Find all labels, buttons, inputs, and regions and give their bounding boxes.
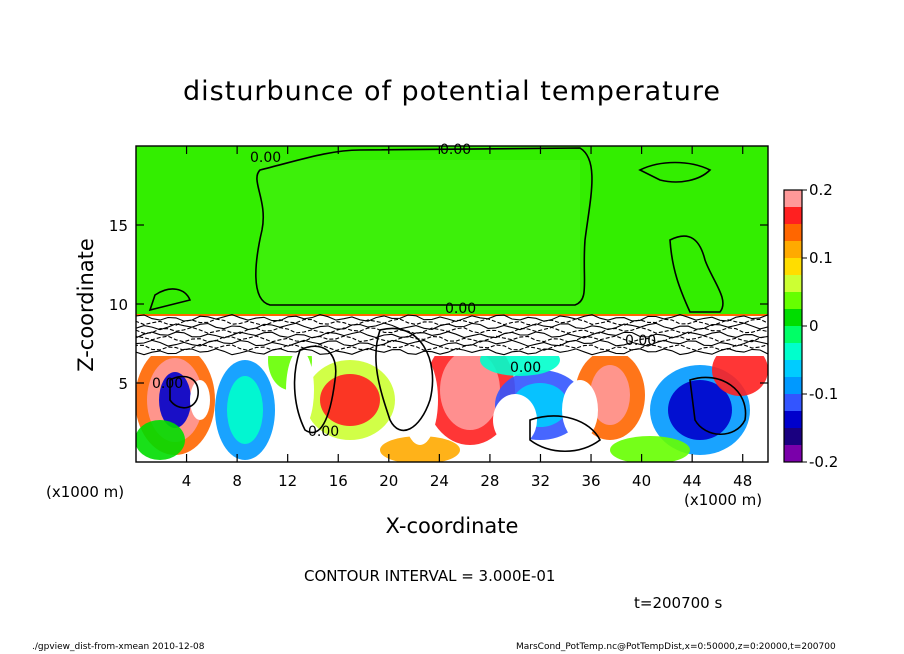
colorbar-tick-label: 0.2 (809, 181, 833, 199)
colorbar-tick-label: 0 (809, 317, 819, 335)
band-contour (136, 322, 768, 331)
contour-label: 0.00 (152, 376, 183, 392)
field-blob (668, 380, 732, 440)
colorbar-swatch (784, 309, 802, 327)
x-tick-label: 12 (278, 472, 297, 490)
y-tick-label: 10 (109, 296, 128, 314)
colorbar-swatch (784, 292, 802, 310)
colorbar-swatch (784, 360, 802, 378)
colorbar-tick-label: -0.1 (809, 385, 838, 403)
band-contour (136, 331, 768, 339)
colorbar: 0.2 0.1 0 -0.1 -0.2 (783, 181, 838, 471)
field-blob (610, 436, 690, 462)
contour-label: 0.00 (308, 424, 339, 440)
band-contour (136, 314, 768, 322)
colorbar-tick-label: -0.2 (809, 453, 838, 471)
x-tick-label: 44 (683, 472, 702, 490)
colorbar-swatch (784, 394, 802, 412)
colorbar-swatch (784, 190, 802, 208)
band-contour (136, 343, 768, 352)
chart-title: disturbunce of potential temperature (183, 76, 721, 107)
contour-line (293, 345, 337, 434)
band-contour (136, 339, 768, 347)
contour-lines (148, 147, 747, 452)
x-ticks: 4 8 12 16 20 24 28 32 36 40 44 48 (182, 146, 752, 490)
x-tick-label: 16 (329, 472, 348, 490)
field-blob (320, 374, 380, 426)
contour-label: 0.00 (625, 333, 656, 349)
dense-contour-band (136, 314, 768, 356)
x-tick-label: 20 (379, 472, 398, 490)
contour-label: 0.00 (440, 142, 471, 158)
colorbar-swatch (784, 258, 802, 276)
field-core (286, 350, 314, 430)
colorbar-swatch (784, 343, 802, 361)
contour-line (148, 288, 192, 312)
field-core (562, 380, 598, 440)
x-tick-label: 4 (182, 472, 192, 490)
field-blob (440, 350, 500, 430)
contour-line (375, 327, 434, 432)
field-blob (136, 420, 185, 460)
contour-line (669, 235, 724, 313)
field-blob (380, 436, 460, 462)
x-tick-label: 36 (581, 472, 600, 490)
colorbar-swatch (784, 224, 802, 242)
footer-left-text: ./gpview_dist-from-xmean 2010-12-08 (32, 642, 205, 652)
colorbar-swatch (784, 275, 802, 293)
y-tick-label: 15 (109, 217, 128, 235)
x-tick-label: 28 (480, 472, 499, 490)
x-tick-label: 40 (632, 472, 651, 490)
contour-line (689, 376, 747, 435)
colorbar-swatch (784, 207, 802, 225)
plot-area (136, 146, 768, 462)
z-unit-label: (x1000 m) (46, 483, 125, 501)
contour-label: 0.00 (445, 301, 476, 317)
x-axis-label: X-coordinate (385, 514, 519, 538)
band-contour (136, 347, 768, 356)
contour-label: 0.00 (250, 150, 281, 166)
y-tick-label: 5 (118, 375, 128, 393)
colorbar-swatch (784, 241, 802, 259)
contour-line (638, 161, 712, 183)
field-core (493, 394, 537, 446)
colorbar-swatch (784, 411, 802, 429)
field-blob (227, 376, 263, 444)
upper-field-lighter (260, 160, 580, 310)
footer-right-text: MarsCond_PotTemp.nc@PotTempDist,x=0:5000… (516, 642, 836, 652)
time-text: t=200700 s (634, 594, 723, 612)
colorbar-tick-label: 0.1 (809, 249, 833, 267)
turbulence-blobs (136, 330, 768, 462)
x-tick-label: 48 (733, 472, 752, 490)
x-unit-label: (x1000 m) (684, 491, 763, 509)
colorbar-swatch (784, 428, 802, 446)
field-blob (159, 372, 191, 428)
contour-label: 0.00 (510, 360, 541, 376)
contour-labels: 0.00 0.00 0.00 0.00 0.00 0.00 0.00 (152, 142, 656, 440)
contour-line (529, 415, 602, 452)
x-tick-label: 24 (430, 472, 449, 490)
contour-line (255, 147, 593, 306)
y-ticks: 5 10 15 (109, 217, 768, 393)
field-blob (590, 365, 630, 425)
field-core (402, 355, 438, 445)
x-tick-label: 8 (232, 472, 242, 490)
colorbar-swatch (784, 326, 802, 344)
field-core (190, 380, 210, 420)
colorbar-swatch (784, 445, 802, 463)
contour-interval-text: CONTOUR INTERVAL = 3.000E-01 (304, 567, 556, 585)
colorbar-swatch (784, 377, 802, 395)
contour-line (169, 375, 199, 409)
x-tick-label: 32 (531, 472, 550, 490)
